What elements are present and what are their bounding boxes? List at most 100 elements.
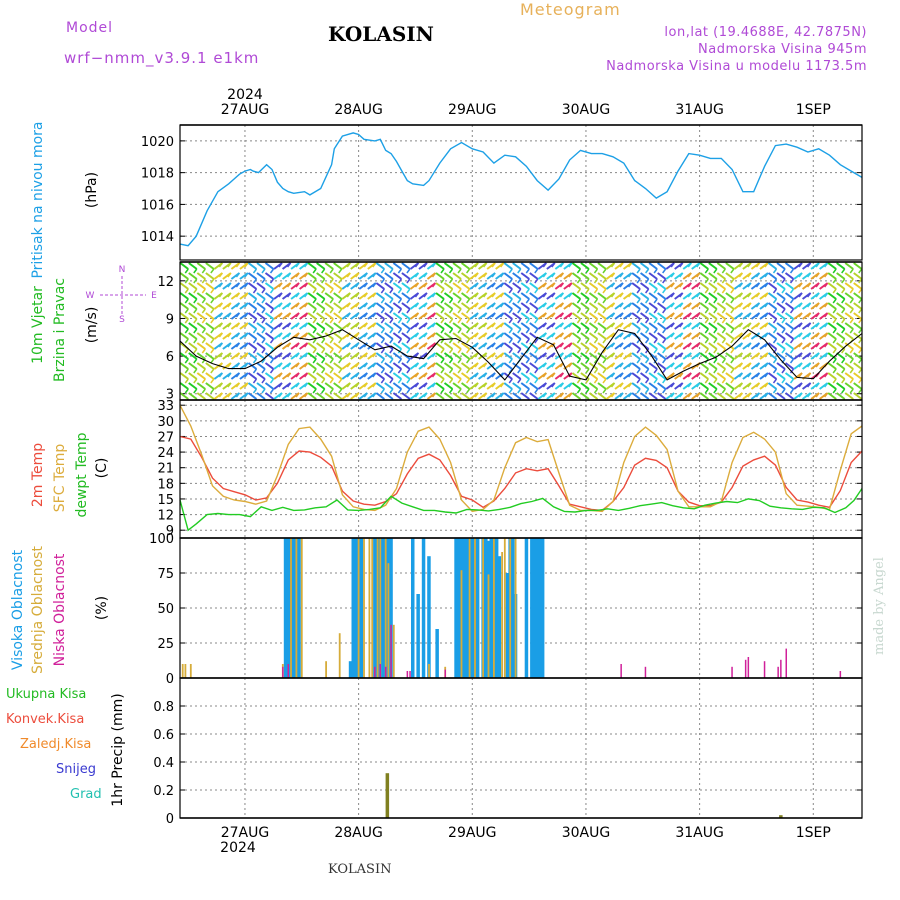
- wind-arrow-head: [218, 282, 223, 288]
- wind-arrow: [460, 292, 471, 300]
- wind-arrow-head: [465, 308, 471, 314]
- wind-arrow: [452, 272, 462, 280]
- cloud-bar: [747, 657, 750, 678]
- wind-arrow-head: [542, 262, 547, 268]
- wind-arrow: [256, 272, 266, 280]
- wind-arrow-head: [278, 292, 283, 298]
- wind-arrow: [708, 362, 718, 370]
- wind-arrow-head: [585, 358, 590, 364]
- wind-arrow-head: [551, 352, 556, 358]
- wind-arrow-head: [517, 328, 522, 334]
- wind-arrow-head: [406, 308, 411, 314]
- wind-arrow: [640, 292, 650, 300]
- wind-arrow: [725, 322, 735, 330]
- wind-arrow-head: [653, 378, 658, 384]
- wind-arrow: [205, 312, 215, 320]
- wind-arrow-head: [286, 352, 292, 358]
- wind-arrow: [256, 292, 266, 300]
- wind-arrow-head: [338, 378, 343, 384]
- wind-arrow: [264, 392, 275, 400]
- wind-arrow-head: [764, 372, 769, 378]
- y-tick-label: 50: [157, 602, 174, 617]
- wind-arrow-head: [713, 388, 718, 394]
- wind-arrow: [196, 332, 206, 340]
- wind-arrow-head: [849, 278, 854, 284]
- wind-arrow: [435, 282, 445, 290]
- cloud-bar: [374, 666, 376, 678]
- wind-arrow-head: [491, 312, 496, 318]
- wind-arrow-head: [781, 298, 786, 304]
- wind-arrow-head: [806, 342, 812, 348]
- wind-arrow: [776, 312, 786, 320]
- wind-arrow: [520, 312, 530, 320]
- wind-arrow-head: [610, 362, 616, 368]
- wind-arrow: [180, 302, 189, 310]
- wind-arrow: [324, 362, 334, 370]
- wind-arrow-head: [610, 282, 616, 288]
- wind-arrow: [597, 322, 607, 330]
- wind-arrow: [699, 302, 709, 310]
- wind-arrow-head: [679, 332, 684, 338]
- wind-arrow: [588, 392, 599, 400]
- wind-arrow-head: [431, 302, 437, 308]
- wind-arrow: [571, 322, 582, 330]
- cloud-bar: [379, 664, 381, 678]
- wind-arrow-head: [781, 278, 786, 284]
- wind-arrow-head: [662, 388, 667, 394]
- wind-arrow-head: [542, 292, 547, 298]
- wind-arrow: [699, 332, 709, 340]
- wind-arrow-head: [286, 342, 292, 348]
- cloud-bar: [744, 659, 747, 678]
- wind-arrow-head: [431, 312, 437, 318]
- wind-arrow-head: [329, 348, 334, 354]
- wind-arrow: [264, 292, 275, 300]
- wind-arrow: [648, 272, 658, 280]
- wind-arrow-head: [824, 392, 829, 398]
- wind-arrow-head: [832, 318, 837, 324]
- wind-arrow: [640, 322, 650, 330]
- wind-arrow: [333, 322, 343, 330]
- wind-arrow-head: [261, 278, 266, 284]
- wind-arrow-head: [491, 262, 496, 268]
- wind-arrow-head: [269, 288, 275, 294]
- wind-arrow-head: [645, 308, 650, 314]
- wind-arrow: [307, 292, 317, 300]
- wind-arrow: [520, 382, 530, 390]
- wind-arrow: [597, 262, 607, 270]
- wind-arrow-head: [747, 352, 752, 358]
- wind-arrow: [657, 302, 667, 310]
- wind-arrow-head: [713, 298, 718, 304]
- wind-arrow: [716, 332, 726, 340]
- wind-arrow-head: [738, 392, 743, 398]
- wind-arrow-head: [764, 352, 769, 358]
- cloud-bar: [411, 538, 415, 678]
- wind-arrow: [264, 332, 275, 340]
- wind-arrow-head: [235, 312, 241, 318]
- wind-arrow-head: [593, 318, 599, 324]
- wind-arrow: [529, 262, 539, 270]
- wind-arrow-head: [679, 292, 684, 298]
- wind-arrow: [648, 332, 658, 340]
- wind-arrow: [503, 292, 513, 300]
- wind-arrow: [205, 262, 215, 270]
- wind-arrow-head: [380, 298, 385, 304]
- wind-arrow: [657, 342, 667, 350]
- wind-arrow-head: [346, 282, 351, 288]
- cloud-bar: [620, 664, 622, 678]
- wind-arrow: [716, 292, 726, 300]
- wind-arrow-head: [414, 372, 420, 378]
- wind-arrow-head: [184, 348, 189, 354]
- wind-arrow-head: [841, 308, 846, 314]
- wind-arrow-head: [858, 298, 862, 304]
- wind-arrow-head: [397, 378, 402, 384]
- wind-arrow-head: [832, 378, 837, 384]
- wind-arrow: [784, 262, 795, 270]
- wind-arrow-head: [815, 322, 820, 328]
- wind-arrow-head: [295, 342, 300, 348]
- wind-arrow-head: [448, 268, 454, 274]
- wind-arrow: [435, 372, 445, 380]
- wind-arrow: [657, 282, 667, 290]
- wind-arrow-head: [764, 282, 769, 288]
- wind-arrow-head: [457, 328, 462, 334]
- wind-arrow-head: [653, 328, 658, 334]
